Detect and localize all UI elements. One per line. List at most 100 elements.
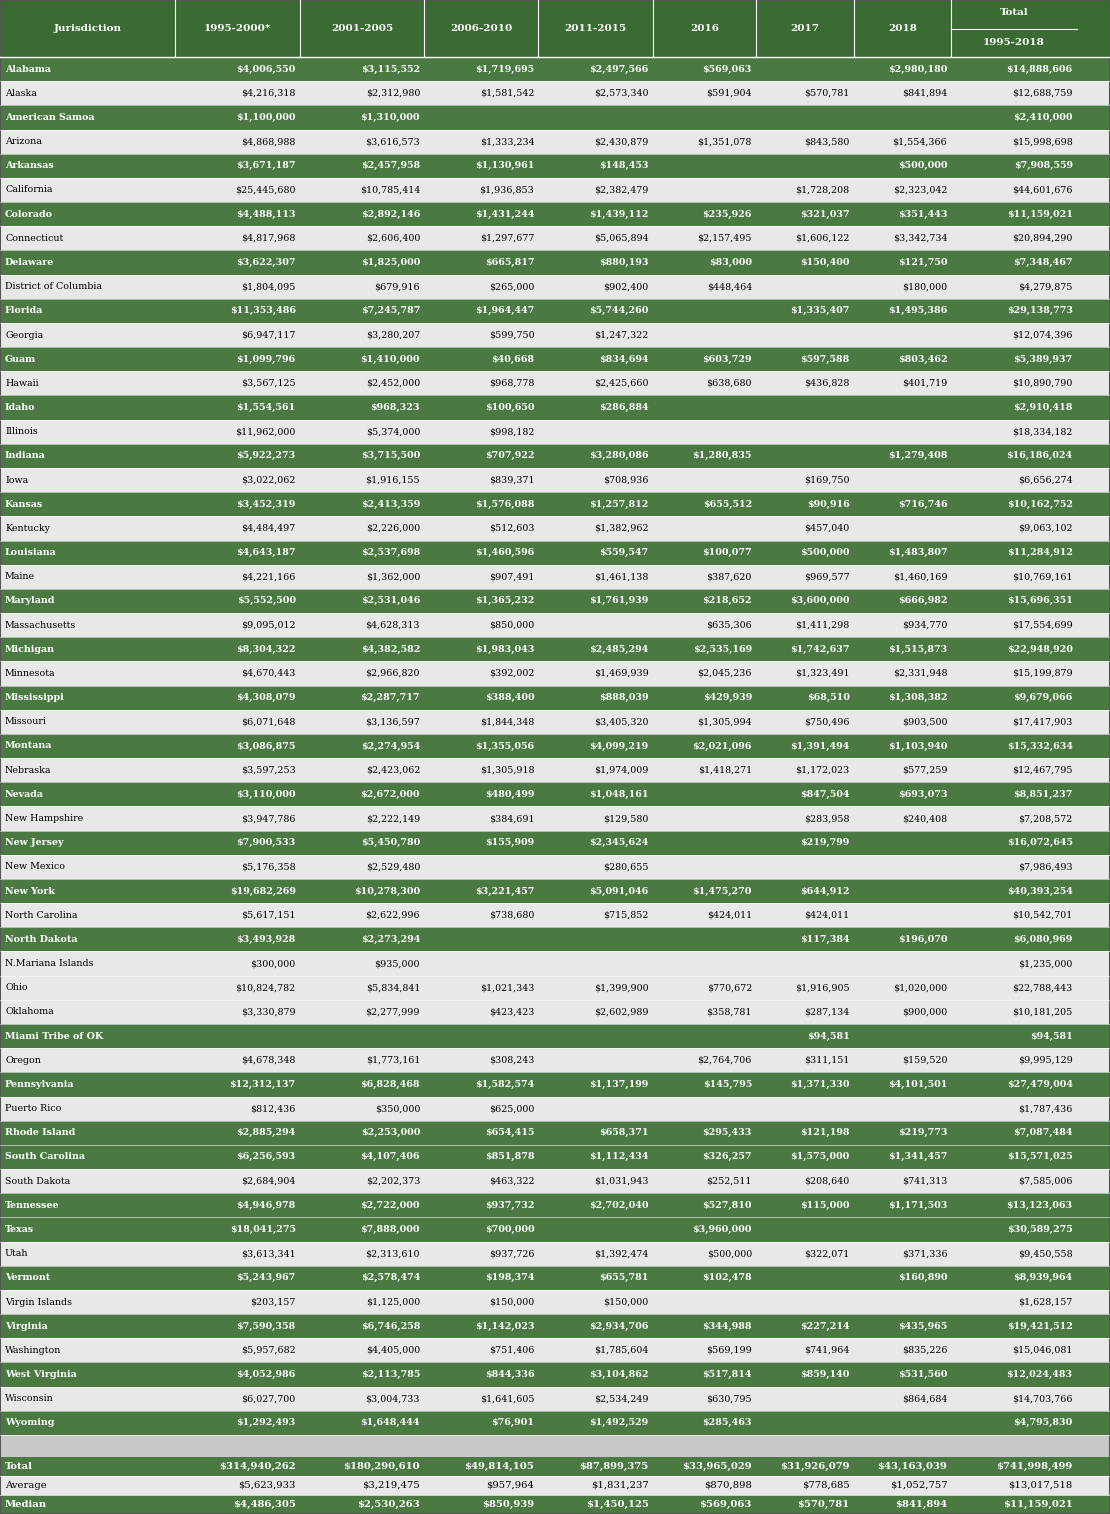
Text: $121,750: $121,750 (898, 257, 947, 266)
Text: $2,113,785: $2,113,785 (361, 1370, 420, 1379)
Text: 2001-2005: 2001-2005 (331, 24, 393, 33)
Text: $4,817,968: $4,817,968 (241, 233, 295, 242)
Text: $3,405,320: $3,405,320 (594, 718, 648, 727)
Text: $252,511: $252,511 (707, 1176, 751, 1185)
Text: $11,353,486: $11,353,486 (230, 306, 295, 315)
Text: $597,588: $597,588 (800, 354, 849, 363)
Text: $2,485,294: $2,485,294 (589, 645, 648, 654)
Text: $10,181,205: $10,181,205 (1012, 1007, 1072, 1016)
Text: $812,436: $812,436 (251, 1104, 295, 1113)
Text: $1,641,605: $1,641,605 (480, 1394, 534, 1403)
Text: $4,868,988: $4,868,988 (241, 138, 295, 147)
Text: $1,554,561: $1,554,561 (236, 403, 295, 412)
Text: $240,408: $240,408 (902, 815, 947, 824)
Text: $4,643,187: $4,643,187 (236, 548, 295, 557)
Text: $180,000: $180,000 (902, 282, 947, 291)
Bar (0, 419, 1110, 444)
Text: $1,099,796: $1,099,796 (236, 354, 295, 363)
Bar (0, 274, 1110, 298)
Text: $10,824,782: $10,824,782 (235, 983, 295, 992)
Text: Wisconsin: Wisconsin (6, 1394, 53, 1403)
Text: $2,274,954: $2,274,954 (361, 742, 420, 751)
Text: $665,817: $665,817 (485, 257, 534, 266)
Text: $15,696,351: $15,696,351 (1007, 597, 1072, 606)
Text: $864,684: $864,684 (902, 1394, 947, 1403)
Text: $934,770: $934,770 (902, 621, 947, 630)
Text: $283,958: $283,958 (804, 815, 849, 824)
Text: $480,499: $480,499 (485, 790, 534, 799)
Text: $2,157,495: $2,157,495 (697, 233, 751, 242)
Bar (0, 395, 1110, 419)
Text: $969,577: $969,577 (804, 572, 849, 581)
Text: $708,936: $708,936 (603, 475, 648, 484)
Text: N.Mariana Islands: N.Mariana Islands (6, 958, 93, 967)
Text: $1,305,994: $1,305,994 (697, 718, 751, 727)
Text: Idaho: Idaho (6, 403, 36, 412)
Text: Louisiana: Louisiana (6, 548, 57, 557)
Text: $3,330,879: $3,330,879 (241, 1007, 295, 1016)
Bar (0, 831, 1110, 855)
Bar (0, 1476, 1110, 1494)
Text: $638,680: $638,680 (706, 378, 751, 388)
Bar (0, 1048, 1110, 1072)
Text: $203,157: $203,157 (251, 1297, 295, 1307)
Text: $6,947,117: $6,947,117 (241, 330, 295, 339)
Text: $1,410,000: $1,410,000 (361, 354, 420, 363)
Text: $2,530,263: $2,530,263 (357, 1500, 420, 1509)
Text: $835,226: $835,226 (901, 1346, 947, 1355)
Text: New York: New York (6, 887, 54, 896)
Text: $457,040: $457,040 (805, 524, 849, 533)
Text: Hawaii: Hawaii (6, 378, 39, 388)
Text: $935,000: $935,000 (374, 958, 420, 967)
Text: $12,312,137: $12,312,137 (230, 1079, 295, 1089)
Text: $1,825,000: $1,825,000 (361, 257, 420, 266)
Bar (0, 371, 1110, 395)
Text: $2,934,706: $2,934,706 (589, 1322, 648, 1331)
Text: $314,940,262: $314,940,262 (219, 1463, 295, 1472)
Text: $5,552,500: $5,552,500 (236, 597, 295, 606)
Text: $841,894: $841,894 (902, 89, 947, 98)
Bar (0, 999, 1110, 1023)
Bar (0, 710, 1110, 734)
Text: $6,746,258: $6,746,258 (361, 1322, 420, 1331)
Text: Nebraska: Nebraska (6, 766, 51, 775)
Text: $1,391,494: $1,391,494 (790, 742, 849, 751)
Text: $1,257,812: $1,257,812 (589, 500, 648, 509)
Text: $2,345,624: $2,345,624 (589, 839, 648, 848)
Text: $15,046,081: $15,046,081 (1012, 1346, 1072, 1355)
Text: $1,983,043: $1,983,043 (475, 645, 534, 654)
Text: Rhode Island: Rhode Island (6, 1128, 75, 1137)
Bar (0, 1241, 1110, 1266)
Text: $4,486,305: $4,486,305 (233, 1500, 295, 1509)
Text: 2016: 2016 (689, 24, 719, 33)
Text: Connecticut: Connecticut (6, 233, 63, 242)
Bar (0, 298, 1110, 322)
Text: $1,279,408: $1,279,408 (888, 451, 947, 460)
Text: $7,348,467: $7,348,467 (1013, 257, 1072, 266)
Text: 2006-2010: 2006-2010 (450, 24, 513, 33)
Text: $851,878: $851,878 (485, 1152, 534, 1161)
Text: $577,259: $577,259 (901, 766, 947, 775)
Text: $738,680: $738,680 (490, 911, 534, 919)
Text: $169,750: $169,750 (804, 475, 849, 484)
Bar (0, 1363, 1110, 1387)
Text: $569,063: $569,063 (703, 65, 751, 74)
Text: $43,163,039: $43,163,039 (877, 1463, 947, 1472)
Text: $844,336: $844,336 (485, 1370, 534, 1379)
Text: $9,995,129: $9,995,129 (1018, 1055, 1072, 1064)
Text: $351,443: $351,443 (898, 209, 947, 218)
Bar (0, 250, 1110, 274)
Text: $850,939: $850,939 (482, 1500, 534, 1509)
Text: $2,535,169: $2,535,169 (693, 645, 751, 654)
Text: $2,253,000: $2,253,000 (361, 1128, 420, 1137)
Text: $322,071: $322,071 (805, 1249, 849, 1258)
Text: $2,602,989: $2,602,989 (594, 1007, 648, 1016)
Text: $1,247,322: $1,247,322 (595, 330, 648, 339)
Text: Pennsylvania: Pennsylvania (6, 1079, 74, 1089)
Text: $937,726: $937,726 (488, 1249, 534, 1258)
Text: $4,101,501: $4,101,501 (888, 1079, 947, 1089)
Text: $19,421,512: $19,421,512 (1007, 1322, 1072, 1331)
Bar (0, 1145, 1110, 1169)
Text: $265,000: $265,000 (490, 282, 534, 291)
Text: $10,542,701: $10,542,701 (1012, 911, 1072, 919)
